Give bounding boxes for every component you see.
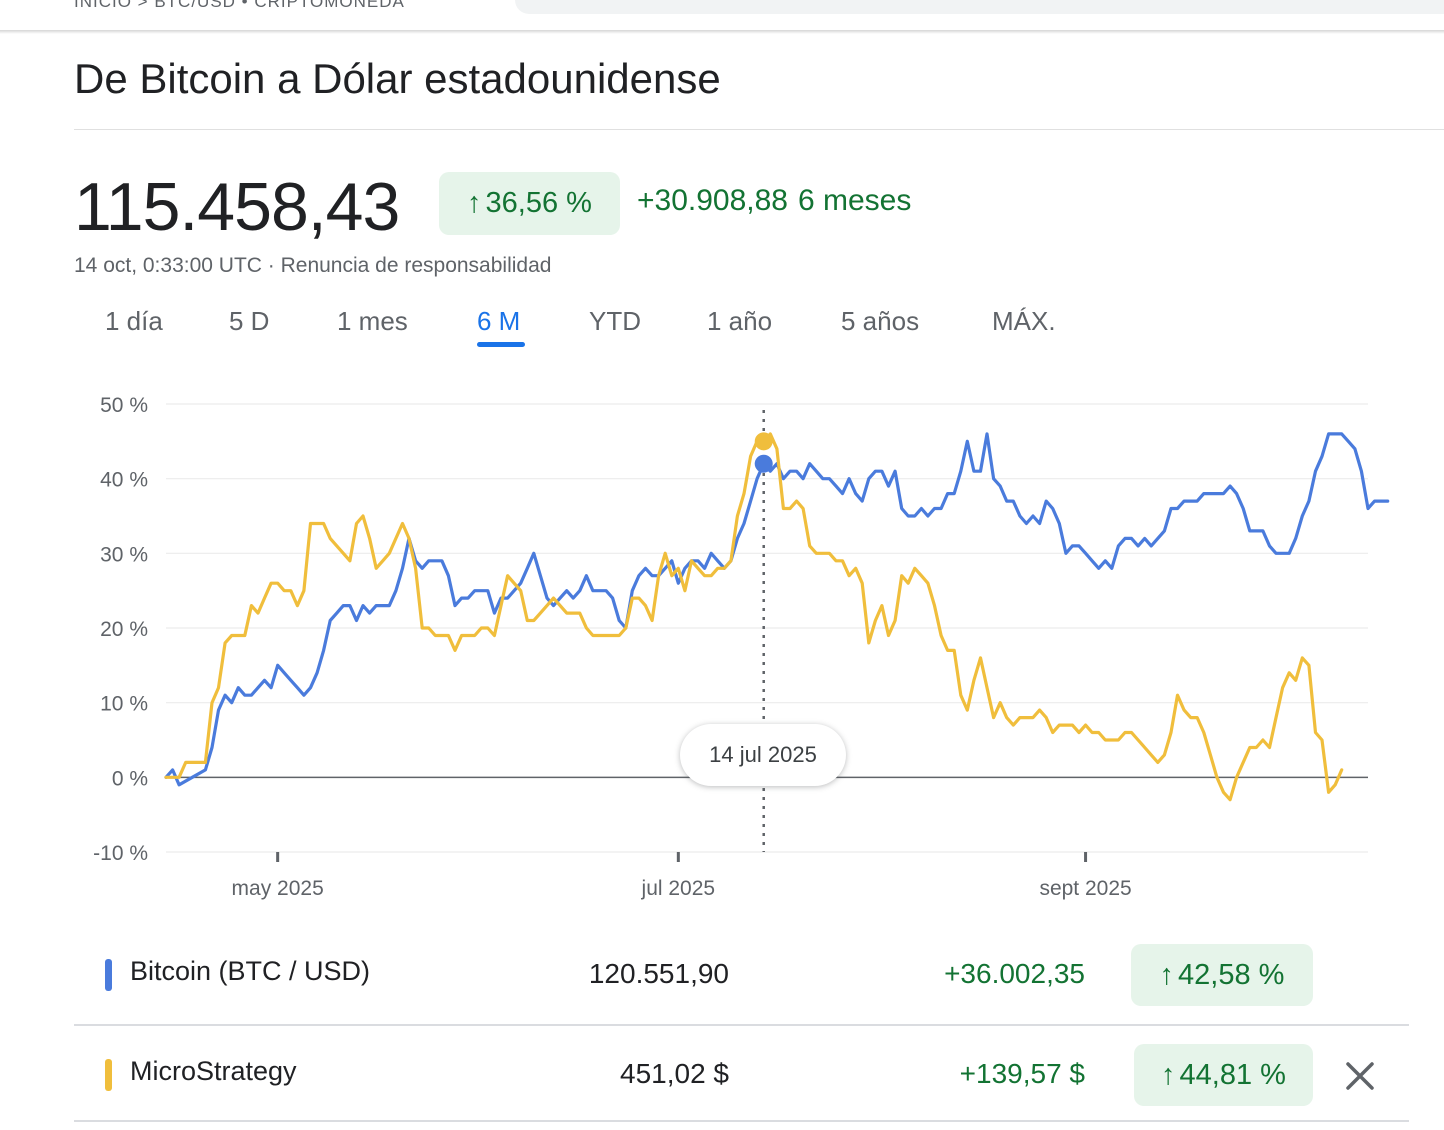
y-tick-label: 30 % bbox=[100, 543, 148, 566]
row-percent-badge: ↑ 44,81 % bbox=[1134, 1044, 1313, 1106]
breadcrumb[interactable]: INICIO > BTC/USD • CRIPTOMONEDA bbox=[74, 0, 405, 11]
up-arrow-icon: ↑ bbox=[467, 187, 482, 219]
change-period: 6 meses bbox=[797, 184, 912, 217]
microstrategy-line bbox=[164, 432, 1344, 802]
x-tick-label: jul 2025 bbox=[641, 877, 716, 900]
bitcoin-line bbox=[164, 432, 1390, 787]
y-axis-ticks: 50 % 40 % 30 % 20 % 10 % 0 % -10 % bbox=[93, 394, 148, 865]
current-price: 115.458,43 bbox=[74, 169, 400, 245]
tab-6-months[interactable]: 6 M bbox=[477, 306, 521, 336]
change-percent-value: 36,56 % bbox=[485, 187, 592, 219]
bitcoin-hover-point bbox=[754, 454, 773, 473]
close-icon[interactable] bbox=[1340, 1056, 1380, 1096]
row-delta: +36.002,35 bbox=[944, 958, 1085, 989]
row-divider bbox=[74, 1120, 1409, 1130]
x-tick-label: may 2025 bbox=[232, 877, 324, 900]
chart-series bbox=[164, 432, 1390, 802]
timestamp-disclaimer[interactable]: 14 oct, 0:33:00 UTC · Renuncia de respon… bbox=[74, 254, 552, 277]
tab-max[interactable]: MÁX. bbox=[992, 306, 1056, 336]
top-bar-shadow bbox=[0, 30, 1444, 34]
up-arrow-icon: ↑ bbox=[1161, 1058, 1176, 1091]
y-tick-label: -10 % bbox=[93, 842, 148, 865]
up-arrow-icon: ↑ bbox=[1159, 958, 1175, 991]
tab-5-days[interactable]: 5 D bbox=[229, 306, 270, 336]
y-tick-label: 0 % bbox=[112, 767, 148, 790]
page-title: De Bitcoin a Dólar estadounidense bbox=[74, 55, 721, 102]
search-bar-edge[interactable] bbox=[515, 0, 1444, 14]
y-tick-label: 20 % bbox=[100, 618, 148, 641]
y-tick-label: 40 % bbox=[100, 469, 148, 492]
comparison-chart[interactable]: 50 % 40 % 30 % 20 % 10 % 0 % -10 % may 2025 jul… bbox=[0, 380, 1444, 910]
tab-1-month[interactable]: 1 mes bbox=[337, 306, 408, 336]
y-tick-label: 10 % bbox=[100, 693, 148, 716]
comparison-row-microstrategy[interactable]: MicroStrategy 451,02 $ +139,57 $ ↑ 44,81… bbox=[74, 1024, 1409, 1124]
microstrategy-hover-point bbox=[754, 432, 773, 451]
comparison-row-bitcoin[interactable]: Bitcoin (BTC / USD) 120.551,90 +36.002,3… bbox=[74, 926, 1409, 1024]
row-delta: +139,57 $ bbox=[959, 1058, 1085, 1089]
row-percent-badge: ↑ 42,58 % bbox=[1131, 944, 1313, 1006]
active-tab-indicator bbox=[477, 342, 525, 347]
x-tick-label: sept 2025 bbox=[1039, 877, 1131, 900]
tab-1-year[interactable]: 1 año bbox=[707, 306, 773, 336]
series-color-swatch bbox=[105, 1059, 112, 1091]
tab-1-day[interactable]: 1 día bbox=[105, 306, 163, 336]
row-price: 451,02 $ bbox=[620, 1058, 729, 1089]
change-absolute: +30.908,88 6 meses bbox=[637, 184, 911, 218]
series-color-swatch bbox=[105, 959, 112, 991]
date-tooltip: 14 jul 2025 bbox=[680, 724, 846, 786]
title-divider bbox=[74, 129, 1444, 130]
row-name: Bitcoin (BTC / USD) bbox=[130, 956, 371, 986]
row-percent: 42,58 % bbox=[1178, 958, 1285, 991]
change-percent-badge: ↑ 36,56 % bbox=[439, 172, 620, 235]
hover-marker bbox=[754, 410, 773, 852]
tab-ytd[interactable]: YTD bbox=[589, 306, 641, 336]
tab-5-years[interactable]: 5 años bbox=[841, 306, 920, 336]
row-price: 120.551,90 bbox=[588, 958, 729, 989]
x-axis-ticks: may 2025 jul 2025 sept 2025 bbox=[232, 852, 1132, 900]
row-percent: 44,81 % bbox=[1179, 1058, 1286, 1091]
row-name: MicroStrategy bbox=[130, 1056, 297, 1086]
top-bar: INICIO > BTC/USD • CRIPTOMONEDA bbox=[0, 0, 1444, 30]
y-tick-label: 50 % bbox=[100, 394, 148, 417]
change-absolute-value: +30.908,88 bbox=[637, 184, 788, 217]
